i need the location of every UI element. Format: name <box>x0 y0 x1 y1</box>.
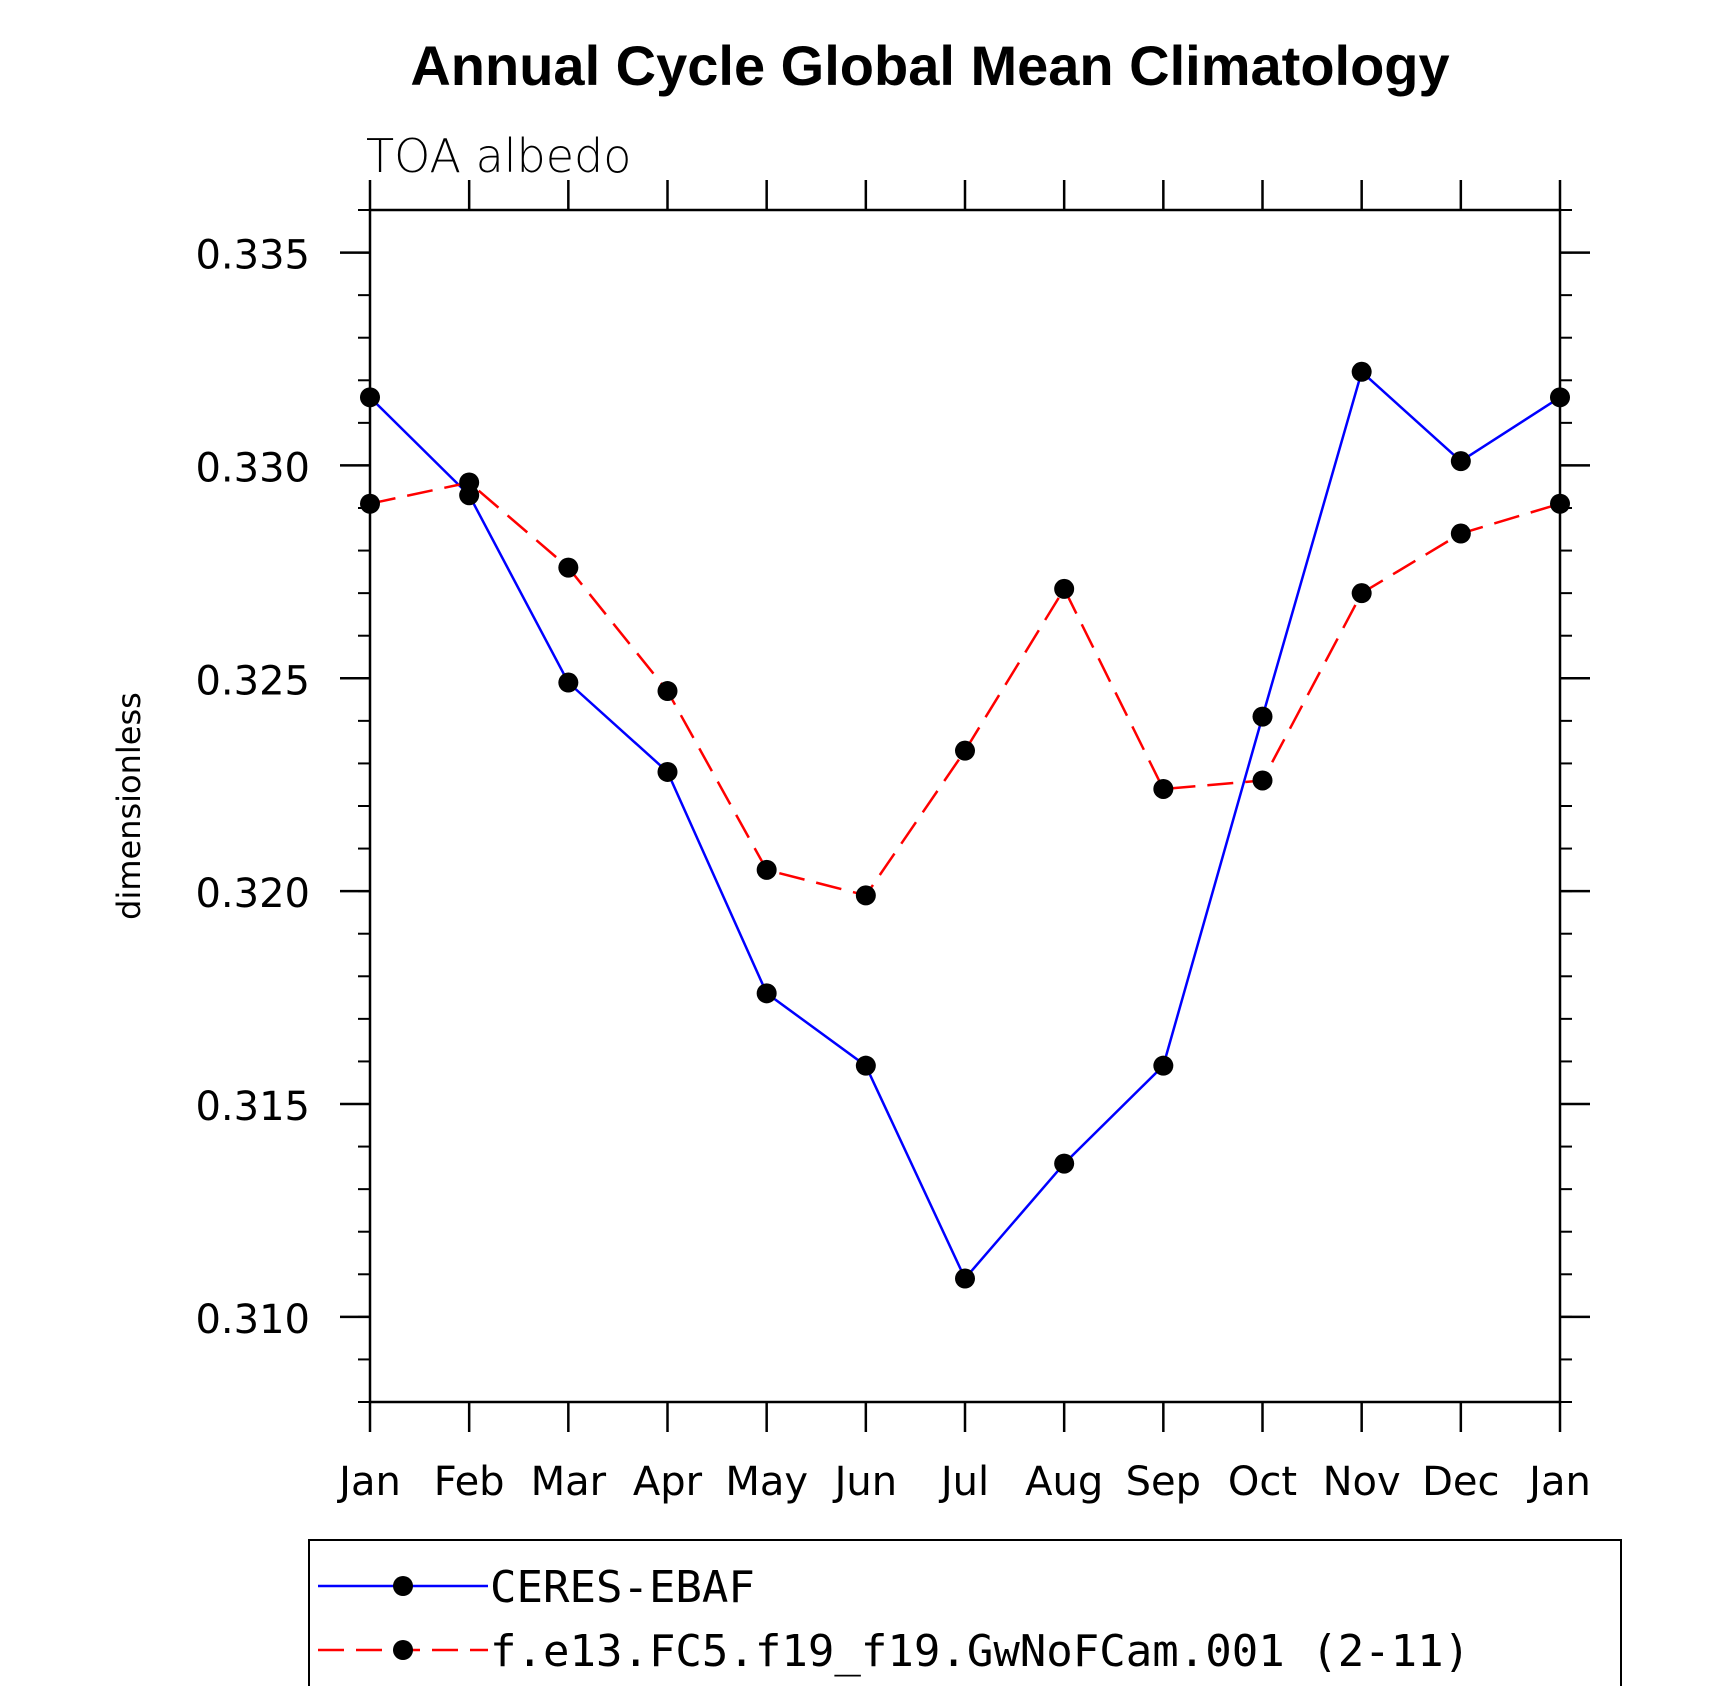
data-point-series-1 <box>558 557 579 578</box>
x-tick-label: Nov <box>1323 1459 1401 1505</box>
data-point-series-0 <box>657 761 678 782</box>
y-tick-labels: 0.310 0.315 0.320 0.325 0.330 0.335 <box>195 233 310 1343</box>
data-point-series-1 <box>1252 770 1273 791</box>
y-tick-label: 0.335 <box>195 233 310 279</box>
chart-subtitle: TOA albedo <box>366 129 631 183</box>
y-tick-label: 0.310 <box>195 1297 310 1343</box>
x-tick-label: Mar <box>531 1459 607 1505</box>
data-point-series-0 <box>1450 451 1471 472</box>
data-point-series-0 <box>1054 1153 1075 1174</box>
legend-swatch-marker-model <box>393 1640 413 1660</box>
y-tick-label: 0.315 <box>195 1084 310 1130</box>
x-tick-label: Dec <box>1422 1459 1499 1505</box>
legend-label-model: f.e13.FC5.f19_f19.GwNoFCam.001 (2-11) <box>490 1626 1470 1677</box>
data-point-series-1 <box>459 472 480 493</box>
legend-label-ceres: CERES-EBAF <box>490 1562 755 1613</box>
x-tick-label: Jan <box>1526 1459 1591 1505</box>
legend-swatch-marker-ceres <box>393 1576 413 1596</box>
data-point-series-0 <box>1550 387 1570 408</box>
data-point-series-0 <box>855 1055 876 1076</box>
data-point-series-1 <box>1153 778 1174 799</box>
data-point-series-0 <box>1252 706 1273 727</box>
y-axis-label: dimensionless <box>110 692 148 920</box>
plot-frame <box>368 208 1562 1404</box>
data-point-series-0 <box>1351 361 1372 382</box>
series-line-1 <box>369 481 1561 897</box>
y-tick-label: 0.325 <box>195 658 310 704</box>
legend: CERES-EBAF f.e13.FC5.f19_f19.GwNoFCam.00… <box>308 1539 1622 1686</box>
x-tick-label: Jul <box>938 1459 989 1505</box>
data-point-series-1 <box>1054 578 1075 599</box>
data-point-series-0 <box>1153 1055 1174 1076</box>
x-tick-label: Jun <box>832 1459 898 1505</box>
x-tick-label: Jan <box>336 1459 401 1505</box>
data-point-series-0 <box>360 387 380 408</box>
data-point-series-1 <box>756 859 777 880</box>
y-tick-label: 0.330 <box>195 445 310 491</box>
data-point-series-1 <box>955 740 975 761</box>
data-point-series-1 <box>1351 583 1372 604</box>
x-tick-label: Sep <box>1126 1459 1201 1505</box>
data-point-series-1 <box>1550 493 1570 514</box>
data-point-series-1 <box>855 885 876 906</box>
x-tick-label: May <box>725 1459 808 1505</box>
data-point-series-1 <box>1450 523 1471 544</box>
data-point-series-1 <box>360 493 380 514</box>
axis-ticks <box>340 180 1590 1432</box>
y-tick-label: 0.320 <box>195 871 310 917</box>
chart-title: Annual Cycle Global Mean Climatology <box>410 34 1449 97</box>
data-point-series-0 <box>955 1268 975 1289</box>
x-tick-label: Feb <box>434 1459 505 1505</box>
x-tick-label: Oct <box>1228 1459 1297 1505</box>
legend-box <box>308 1539 1622 1686</box>
x-tick-label: Apr <box>633 1459 703 1505</box>
series-line-0 <box>369 369 1561 1281</box>
x-tick-label: Aug <box>1025 1459 1103 1505</box>
series-layer <box>360 361 1570 1289</box>
data-point-series-0 <box>756 983 777 1004</box>
x-tick-labels: Jan Feb Mar Apr May Jun Jul Aug Sep Oct Nov Dec Jan <box>336 1459 1591 1505</box>
data-point-series-1 <box>657 681 678 702</box>
data-point-series-0 <box>558 672 579 693</box>
